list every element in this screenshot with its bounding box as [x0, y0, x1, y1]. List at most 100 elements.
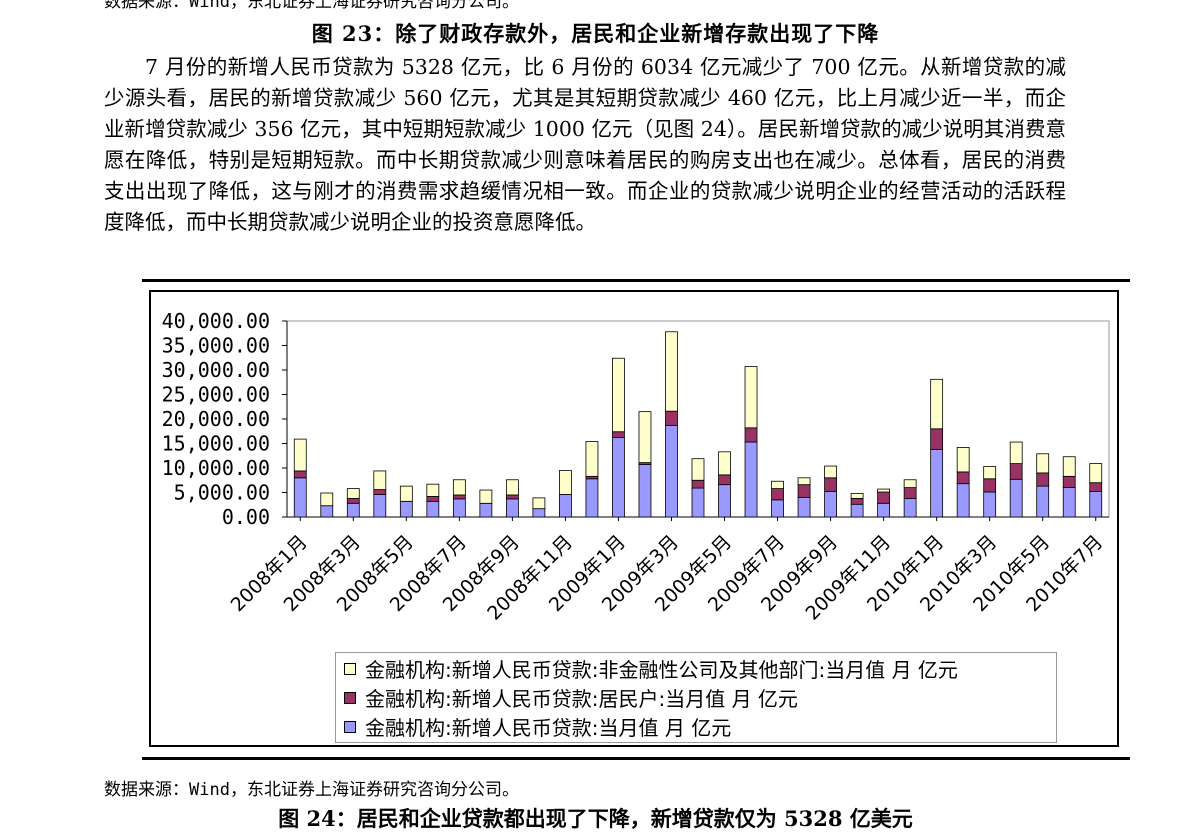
- stacked-bar-chart: 0.005,000.0010,000.0015,000.0020,000.002…: [162, 309, 1110, 625]
- bar-segment-nonfinancial: [559, 494, 572, 518]
- bar-segment-household: [877, 491, 891, 504]
- bar-segment-total: [612, 357, 625, 433]
- bar-segment-total: [320, 492, 334, 507]
- bar-segment-total: [665, 331, 678, 412]
- bar-segment-total: [877, 488, 891, 493]
- bar-segment-household: [346, 497, 360, 504]
- legend-label-nonfinancial: 金融机构:新增人民币贷款:非金融性公司及其他部门:当月值 月 亿元: [365, 658, 958, 682]
- bar-segment-total: [532, 497, 546, 510]
- bar-segment-total: [293, 438, 307, 472]
- bar-segment-nonfinancial: [505, 498, 519, 518]
- bar-segment-nonfinancial: [638, 464, 652, 518]
- bar-segment-total: [585, 441, 599, 477]
- bar-segment-total: [1036, 453, 1050, 474]
- bar-segment-total: [1009, 441, 1023, 464]
- bar-segment-household: [1009, 463, 1023, 480]
- body-paragraph: 7 月份的新增人民币贷款为 5328 亿元，比 6 月份的 6034 亿元减少了…: [104, 55, 1066, 234]
- y-tick-label: 40,000.00: [162, 309, 270, 333]
- chart-frame: [149, 290, 1119, 747]
- bar-segment-nonfinancial: [1089, 491, 1103, 518]
- bar-segment-household: [612, 431, 625, 439]
- y-tick-label: 20,000.00: [162, 407, 270, 431]
- bar-segment-household: [850, 497, 864, 505]
- bar-segment-nonfinancial: [665, 424, 678, 518]
- bar-segment-total: [824, 465, 837, 479]
- bar-segment-total: [718, 451, 731, 476]
- legend-swatch-total: [344, 720, 356, 733]
- bar-segment-household: [930, 428, 944, 450]
- bar-segment-nonfinancial: [850, 503, 864, 518]
- bar-segment-total: [426, 483, 440, 497]
- bar-segment-total: [930, 378, 944, 430]
- bar-segment-household: [665, 410, 678, 426]
- bar-segment-nonfinancial: [877, 502, 891, 518]
- bar-segment-nonfinancial: [744, 441, 758, 518]
- bar-segment-total: [505, 479, 519, 496]
- y-tick-label: 10,000.00: [162, 456, 270, 480]
- bar-segment-total: [559, 470, 572, 495]
- legend-swatch-household: [344, 691, 356, 704]
- bar-segment-total: [1062, 456, 1076, 477]
- legend-label-household: 金融机构:新增人民币贷款:居民户:当月值 月 亿元: [365, 687, 798, 711]
- bar-segment-household: [1062, 475, 1076, 488]
- bar-segment-household: [426, 496, 440, 502]
- bar-segment-total: [638, 411, 652, 464]
- top-source-note: 数据来源：Wind，东北证券上海证券研究咨询分公司。: [104, 0, 519, 12]
- bar-segment-nonfinancial: [532, 508, 546, 518]
- bar-segment-household: [293, 470, 307, 479]
- bar-segment-nonfinancial: [771, 499, 784, 518]
- bar-segment-nonfinancial: [983, 491, 997, 518]
- bar-segment-household: [452, 494, 466, 500]
- bar-segment-total: [691, 458, 705, 481]
- bar-segment-household: [771, 488, 784, 501]
- y-tick-label: 0.00: [222, 505, 270, 529]
- bar-segment-household: [824, 477, 837, 492]
- bar-segment-nonfinancial: [1036, 485, 1050, 518]
- bar-segment-nonfinancial: [426, 500, 440, 518]
- legend-item-nonfinancial: 金融机构:新增人民币贷款:非金融性公司及其他部门:当月值 月 亿元: [336, 654, 1056, 683]
- bar-segment-nonfinancial: [452, 498, 466, 518]
- bottom-source-note: 数据来源：Wind，东北证券上海证券研究咨询分公司。: [104, 780, 519, 800]
- chart-legend: 金融机构:新增人民币贷款:非金融性公司及其他部门:当月值 月 亿元 金融机构:新…: [335, 652, 1057, 743]
- bar-segment-nonfinancial: [930, 448, 944, 518]
- bar-segment-total: [373, 470, 387, 490]
- bar-segment-nonfinancial: [1009, 478, 1023, 518]
- bar-segment-nonfinancial: [691, 487, 705, 518]
- top-rule: [142, 279, 1130, 282]
- bar-segment-nonfinancial: [346, 502, 360, 518]
- y-tick-label: 5,000.00: [174, 481, 270, 505]
- y-tick-label: 30,000.00: [162, 358, 270, 382]
- bar-segment-household: [718, 474, 731, 486]
- bar-segment-nonfinancial: [718, 484, 731, 518]
- bar-segment-total: [346, 488, 360, 499]
- bar-segment-nonfinancial: [824, 491, 837, 518]
- bar-segment-nonfinancial: [320, 505, 334, 518]
- bar-segment-nonfinancial: [293, 477, 307, 518]
- bar-segment-household: [983, 478, 997, 493]
- bar-segment-nonfinancial: [479, 502, 493, 518]
- bar-segment-household: [744, 427, 758, 443]
- bar-segment-total: [903, 479, 917, 489]
- bar-segment-nonfinancial: [373, 494, 387, 518]
- bar-segment-total: [399, 485, 413, 502]
- bar-segment-household: [797, 484, 811, 498]
- bar-segment-total: [797, 477, 811, 486]
- bar-segment-household: [956, 471, 970, 485]
- bar-segment-household: [505, 494, 519, 500]
- bar-segment-total: [744, 366, 758, 429]
- legend-swatch-nonfinancial: [344, 662, 356, 675]
- bar-segment-nonfinancial: [956, 483, 970, 518]
- y-tick-label: 35,000.00: [162, 334, 270, 358]
- figure-24-title: 图 24：居民和企业贷款都出现了下降，新增贷款仅为 5328 亿美元: [278, 806, 913, 831]
- bar-segment-household: [1089, 482, 1103, 492]
- bar-segment-total: [771, 480, 784, 489]
- legend-item-total: 金融机构:新增人民币贷款:当月值 月 亿元: [336, 712, 1056, 741]
- bar-segment-household: [691, 479, 705, 489]
- legend-label-total: 金融机构:新增人民币贷款:当月值 月 亿元: [365, 716, 732, 740]
- bar-segment-total: [983, 466, 997, 480]
- bar-segment-total: [479, 489, 493, 504]
- bar-segment-total: [452, 479, 466, 496]
- bar-segment-nonfinancial: [903, 497, 917, 518]
- bottom-rule: [142, 757, 1130, 760]
- y-tick-label: 25,000.00: [162, 383, 270, 407]
